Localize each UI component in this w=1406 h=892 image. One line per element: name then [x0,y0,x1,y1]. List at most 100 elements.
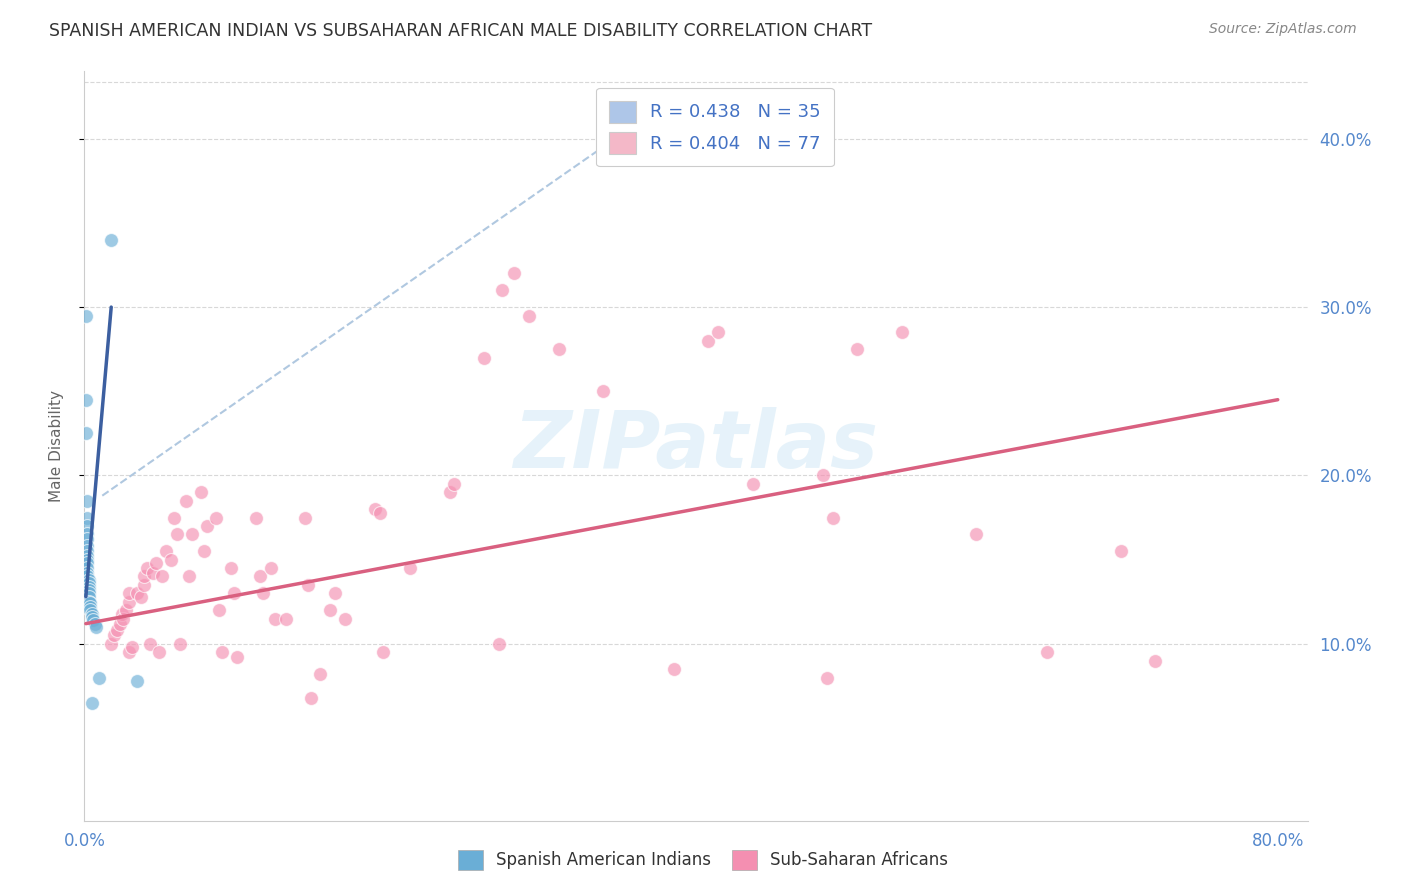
Point [142,566,165,581]
Point [100,637,122,651]
Point [150,569,173,583]
Point [77,595,100,609]
Point [77,576,100,591]
Point [148,645,170,659]
Point [76,533,98,547]
Point [592,384,614,399]
Point [132,569,155,583]
Point [846,342,869,356]
Point [319,603,342,617]
Point [112,611,135,625]
Point [145,556,167,570]
Point [707,326,730,340]
Point [472,351,495,365]
Point [77,586,100,600]
Point [118,645,141,659]
Point [965,527,987,541]
Point [249,569,271,583]
Point [125,586,148,600]
Point [204,510,226,524]
Legend: R = 0.438   N = 35, R = 0.404   N = 77: R = 0.438 N = 35, R = 0.404 N = 77 [596,88,834,166]
Point [741,476,763,491]
Point [83,616,105,631]
Point [118,586,141,600]
Point [75,392,97,407]
Point [76,556,98,570]
Point [76,519,98,533]
Point [364,502,387,516]
Point [245,510,267,524]
Point [76,552,98,566]
Point [118,595,141,609]
Point [207,603,229,617]
Point [503,267,526,281]
Point [890,326,912,340]
Point [75,426,97,441]
Point [439,485,461,500]
Point [76,527,98,541]
Point [155,544,177,558]
Point [82,613,104,627]
Point [75,309,97,323]
Point [222,586,245,600]
Point [211,645,233,659]
Point [323,586,346,600]
Point [76,539,98,553]
Point [517,309,540,323]
Point [77,582,100,597]
Text: SPANISH AMERICAN INDIAN VS SUBSAHARAN AFRICAN MALE DISABILITY CORRELATION CHART: SPANISH AMERICAN INDIAN VS SUBSAHARAN AF… [49,22,872,40]
Text: ZIPatlas: ZIPatlas [513,407,879,485]
Point [121,640,143,655]
Point [100,233,122,247]
Point [79,596,101,610]
Point [76,561,98,575]
Point [76,569,98,583]
Point [252,586,274,600]
Point [80,696,103,710]
Point [111,607,134,621]
Point [696,334,718,348]
Point [79,603,101,617]
Point [80,607,103,621]
Point [264,611,287,625]
Point [139,637,162,651]
Point [193,544,215,558]
Point [309,667,332,681]
Point [177,569,200,583]
Point [299,690,322,705]
Point [89,671,111,685]
Point [77,590,100,604]
Point [491,283,513,297]
Point [174,493,197,508]
Point [105,624,128,638]
Point [815,671,838,685]
Point [77,573,100,587]
Point [163,510,186,524]
Point [132,578,155,592]
Point [219,561,242,575]
Point [76,493,98,508]
Point [108,616,131,631]
Point [1109,544,1132,558]
Point [260,561,283,575]
Point [79,599,101,614]
Point [1035,645,1057,659]
Point [1144,654,1167,668]
Point [225,650,247,665]
Point [77,580,100,594]
Point [823,510,845,524]
Point [160,552,183,566]
Point [368,506,391,520]
Point [76,566,98,581]
Point [274,611,297,625]
Point [371,645,394,659]
Point [129,590,152,604]
Point [190,485,212,500]
Point [103,628,125,642]
Point [136,561,159,575]
Point [488,637,510,651]
Point [84,620,107,634]
Point [811,468,834,483]
Point [398,561,420,575]
Legend: Spanish American Indians, Sub-Saharan Africans: Spanish American Indians, Sub-Saharan Af… [451,843,955,877]
